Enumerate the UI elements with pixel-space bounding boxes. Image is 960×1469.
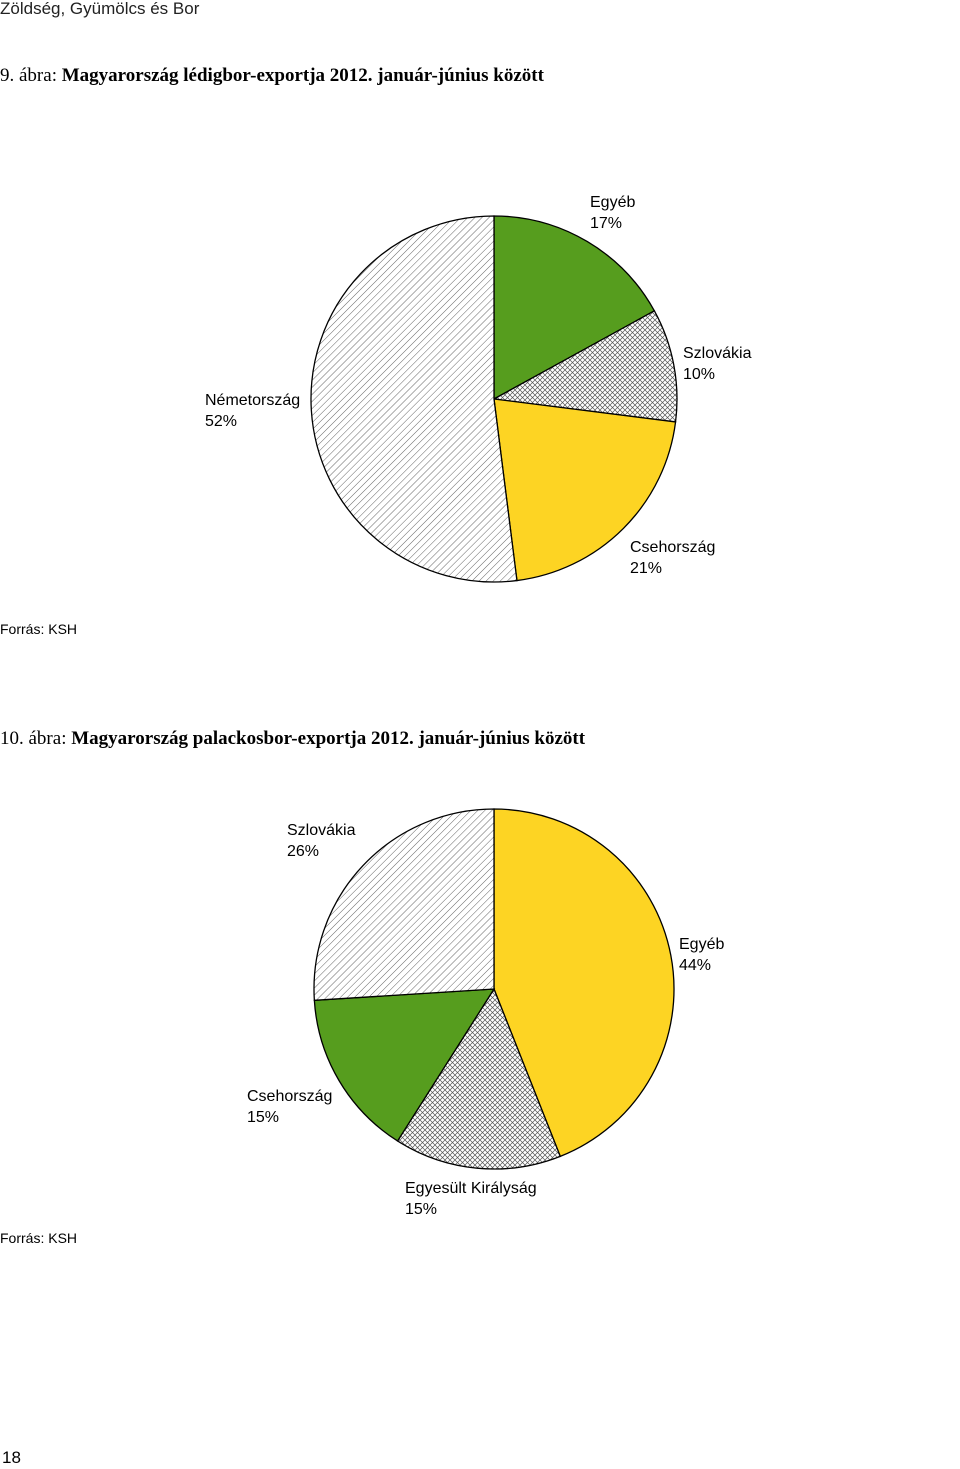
slice-category-1-3: Németország bbox=[205, 392, 300, 409]
slice-label-2-0: Egyéb 44% bbox=[679, 936, 724, 974]
slice-value-1-1: 10% bbox=[683, 366, 715, 383]
slice-label-2-2: Csehország 15% bbox=[247, 1088, 332, 1126]
pie-slice-1-2 bbox=[493, 398, 677, 582]
page-number: 18 bbox=[2, 1448, 21, 1467]
pie-slice-2-2 bbox=[313, 988, 496, 1142]
slice-value-1-0: 17% bbox=[590, 215, 622, 232]
figure1-number: 9. ábra: bbox=[0, 65, 57, 86]
slice-label-1-2: Csehország 21% bbox=[630, 539, 715, 577]
pie-slice-1-3 bbox=[310, 215, 518, 583]
figure2-number: 10. ábra: bbox=[0, 728, 67, 749]
pie-chart-palackosbor: Egyéb 44% Egyesült Királyság 15% Csehország 1… bbox=[247, 808, 724, 1218]
slice-category-1-1: Szlovákia bbox=[683, 345, 752, 362]
pie-slice-2-0 bbox=[493, 808, 675, 1158]
page-header: Zöldség, Gyümölcs és Bor bbox=[0, 0, 200, 18]
figure2-source: Forrás: KSH bbox=[0, 1230, 78, 1246]
slice-value-2-1: 15% bbox=[405, 1201, 437, 1218]
slice-label-2-1: Egyesült Királyság 15% bbox=[405, 1180, 537, 1218]
slice-value-2-0: 44% bbox=[679, 957, 711, 974]
slice-value-2-2: 15% bbox=[247, 1109, 279, 1126]
figure1-title: 9. ábra: Magyarország lédigbor-exportja … bbox=[0, 65, 544, 87]
pie-slice-1-0 bbox=[493, 215, 656, 401]
pie-slice-2-1 bbox=[396, 987, 562, 1170]
slice-label-1-3: Németország 52% bbox=[205, 392, 300, 430]
slice-category-2-0: Egyéb bbox=[679, 936, 724, 953]
slice-label-1-1: Szlovákia 10% bbox=[683, 345, 752, 383]
slice-category-1-2: Csehország bbox=[630, 539, 715, 556]
slice-category-2-1: Egyesült Királyság bbox=[405, 1180, 537, 1197]
figure1-title-text: Magyarország lédigbor-exportja 2012. jan… bbox=[61, 65, 544, 86]
slice-value-2-3: 26% bbox=[287, 843, 319, 860]
slice-value-1-3: 52% bbox=[205, 413, 237, 430]
slice-value-1-2: 21% bbox=[630, 560, 662, 577]
figure2-title-text: Magyarország palackosbor-exportja 2012. … bbox=[71, 728, 586, 749]
slice-category-2-2: Csehország bbox=[247, 1088, 332, 1105]
pie-slice-2-3 bbox=[313, 808, 495, 1001]
slice-category-1-0: Egyéb bbox=[590, 194, 635, 211]
slice-label-1-0: Egyéb 17% bbox=[590, 194, 635, 232]
slice-category-2-3: Szlovákia bbox=[287, 822, 356, 839]
figure2-title: 10. ábra: Magyarország palackosbor-expor… bbox=[0, 728, 585, 750]
figure1-source: Forrás: KSH bbox=[0, 621, 78, 637]
pie-chart-ledigbor: Egyéb 17% Szlovákia 10% Csehország 21% Németor… bbox=[205, 194, 752, 583]
pie-slice-1-1 bbox=[491, 309, 678, 423]
slice-label-2-3: Szlovákia 26% bbox=[287, 822, 356, 860]
